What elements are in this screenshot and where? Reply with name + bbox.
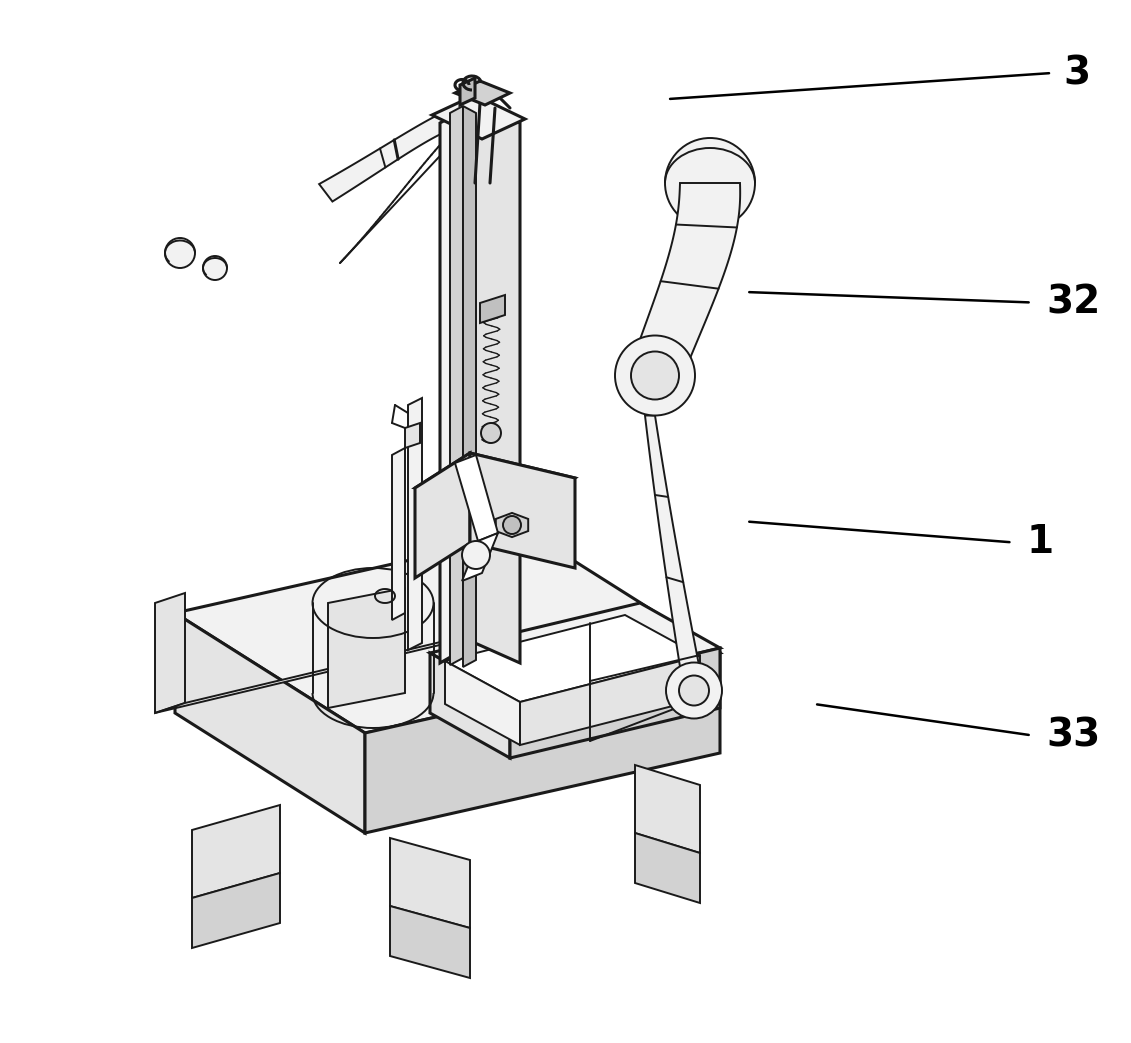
Polygon shape — [455, 81, 510, 105]
Polygon shape — [460, 78, 475, 105]
Polygon shape — [408, 398, 422, 650]
Circle shape — [481, 423, 501, 443]
Circle shape — [679, 676, 709, 705]
Polygon shape — [475, 103, 520, 663]
Polygon shape — [405, 423, 420, 448]
Text: 1: 1 — [1027, 524, 1054, 561]
Polygon shape — [470, 453, 575, 568]
Text: 33: 33 — [1046, 717, 1100, 754]
Circle shape — [461, 541, 490, 569]
Polygon shape — [463, 106, 476, 668]
Polygon shape — [415, 453, 575, 513]
Polygon shape — [461, 533, 498, 581]
Polygon shape — [444, 661, 520, 745]
Polygon shape — [432, 95, 525, 139]
Polygon shape — [175, 533, 720, 733]
Polygon shape — [520, 656, 700, 745]
Polygon shape — [415, 453, 470, 578]
Polygon shape — [328, 588, 405, 708]
Circle shape — [615, 336, 696, 415]
Polygon shape — [390, 838, 470, 928]
Polygon shape — [645, 415, 705, 696]
Polygon shape — [392, 448, 405, 620]
Circle shape — [666, 662, 722, 719]
Circle shape — [202, 256, 227, 280]
Circle shape — [665, 138, 756, 228]
Polygon shape — [630, 183, 740, 383]
Polygon shape — [634, 833, 700, 903]
Polygon shape — [155, 593, 185, 713]
Polygon shape — [365, 653, 720, 833]
Polygon shape — [192, 873, 280, 948]
Circle shape — [165, 238, 195, 268]
Polygon shape — [430, 653, 510, 758]
Text: 32: 32 — [1046, 284, 1100, 321]
Polygon shape — [480, 295, 506, 323]
Polygon shape — [450, 106, 463, 665]
Polygon shape — [192, 805, 280, 898]
Polygon shape — [440, 103, 475, 663]
Circle shape — [503, 516, 521, 534]
Polygon shape — [390, 906, 470, 978]
Polygon shape — [430, 603, 720, 698]
Polygon shape — [634, 765, 700, 853]
Polygon shape — [319, 103, 480, 201]
Polygon shape — [645, 791, 680, 863]
Polygon shape — [175, 613, 365, 833]
Polygon shape — [510, 648, 720, 758]
Polygon shape — [495, 513, 528, 537]
Text: 3: 3 — [1063, 54, 1090, 92]
Polygon shape — [444, 615, 700, 702]
Polygon shape — [155, 623, 520, 713]
Polygon shape — [455, 455, 498, 541]
Circle shape — [631, 351, 679, 399]
